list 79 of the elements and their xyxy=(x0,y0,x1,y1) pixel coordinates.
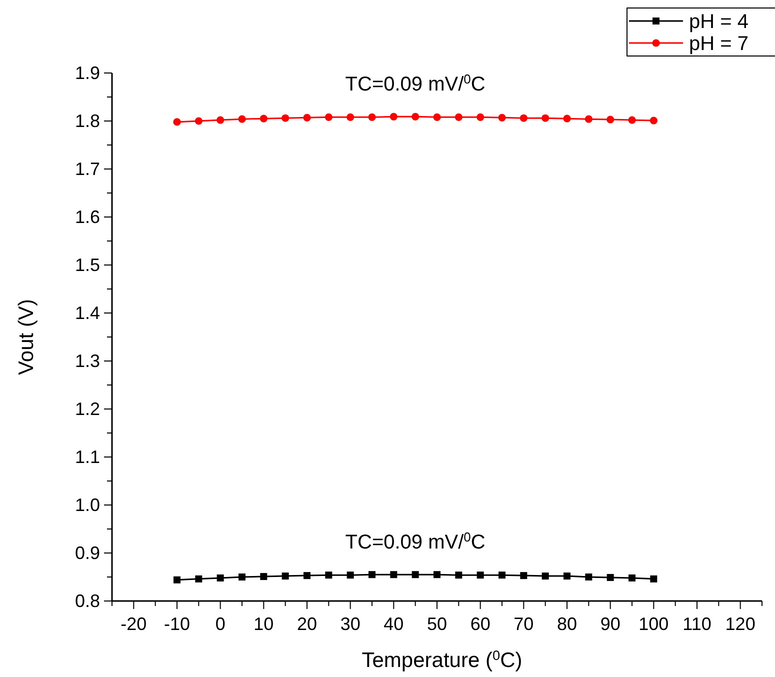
y-tick-label: 1.0 xyxy=(74,495,100,515)
y-tick-label: 0.8 xyxy=(74,591,100,611)
x-tick-label: -10 xyxy=(164,614,190,634)
point xyxy=(390,571,398,578)
point xyxy=(216,116,224,124)
x-tick-label: 50 xyxy=(426,614,448,634)
x-tick-label: 110 xyxy=(682,614,712,634)
x-tick-label: 90 xyxy=(600,614,620,634)
point xyxy=(303,114,311,122)
point xyxy=(325,572,332,579)
point xyxy=(628,116,636,124)
point xyxy=(520,114,528,122)
x-tick-label: 100 xyxy=(638,614,669,634)
x-tick-label: 70 xyxy=(514,614,534,634)
point xyxy=(238,574,246,580)
point xyxy=(194,117,202,125)
x-tick-label: 0 xyxy=(215,614,226,634)
point xyxy=(238,115,246,123)
point xyxy=(563,114,571,122)
point xyxy=(173,118,181,126)
y-tick-label: 1.3 xyxy=(74,351,100,371)
point xyxy=(542,572,549,580)
point xyxy=(260,114,268,122)
point xyxy=(433,113,441,121)
point xyxy=(304,572,310,580)
y-tick-label: 1.9 xyxy=(74,63,100,83)
point xyxy=(585,574,592,580)
annotation: TC=0.09 mV/$^{0}$C xyxy=(345,529,486,554)
legend-label: pH = 7 xyxy=(689,33,748,55)
point xyxy=(282,572,289,580)
point xyxy=(498,572,506,579)
x-tick-label: 40 xyxy=(384,614,404,634)
point xyxy=(412,571,419,578)
y-tick-label: 1.6 xyxy=(74,207,100,227)
point xyxy=(368,571,376,578)
point xyxy=(564,572,570,580)
point xyxy=(434,571,440,578)
x-tick-label: 10 xyxy=(254,614,274,634)
y-tick-label: 1.5 xyxy=(74,255,100,275)
y-tick-label: 1.4 xyxy=(74,303,100,323)
point xyxy=(390,112,398,120)
point xyxy=(412,112,420,120)
point xyxy=(455,572,462,579)
y-tick-label: 1.7 xyxy=(74,159,100,179)
x-tick-label: 30 xyxy=(340,614,360,634)
point xyxy=(476,572,484,579)
y-axis-title: Vout (V) xyxy=(15,299,38,375)
point xyxy=(650,575,658,582)
point xyxy=(368,113,376,121)
y-tick-label: 0.9 xyxy=(74,543,100,563)
point xyxy=(260,573,268,580)
point xyxy=(606,116,614,124)
point xyxy=(282,114,290,122)
point xyxy=(174,576,180,584)
point xyxy=(454,113,462,121)
point xyxy=(346,572,354,579)
point xyxy=(542,114,550,122)
x-tick-label: -20 xyxy=(120,614,147,634)
annotation: TC=0.09 mV/$^{0}$C xyxy=(345,71,486,96)
y-tick-label: 1.2 xyxy=(74,399,100,419)
x-tick-label: 80 xyxy=(556,614,578,634)
point xyxy=(216,574,224,582)
x-tick-label: 20 xyxy=(296,614,318,634)
y-tick-label: 1.1 xyxy=(74,447,100,467)
point xyxy=(346,113,354,121)
point xyxy=(498,114,506,122)
x-tick-label: 120 xyxy=(725,614,756,634)
x-axis-title: Temperature ($^{0}$C) xyxy=(362,648,522,672)
legend-label: pH = 4 xyxy=(689,11,748,33)
point xyxy=(650,116,658,124)
point xyxy=(606,574,614,581)
y-tick-label: 1.8 xyxy=(74,111,100,131)
point xyxy=(520,572,528,580)
x-tick-label: 60 xyxy=(470,614,490,634)
point xyxy=(195,575,202,582)
point xyxy=(628,574,636,582)
point xyxy=(584,115,592,123)
point xyxy=(324,113,332,121)
point xyxy=(476,113,484,121)
